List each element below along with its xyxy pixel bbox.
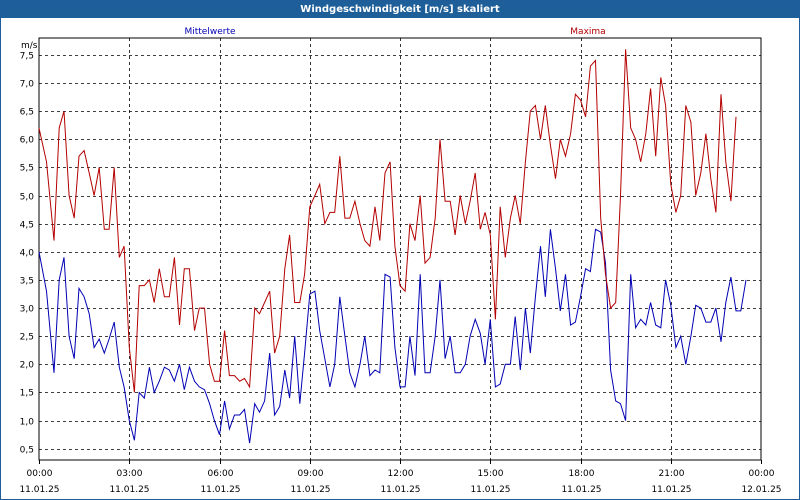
y-tick-label: 3,0: [20, 305, 35, 315]
x-tick-time: 18:00: [569, 469, 595, 479]
x-tick-date: 11.01.25: [380, 485, 420, 495]
x-tick-time: 21:00: [659, 469, 685, 479]
series-line-maxima: [38, 49, 737, 393]
y-tick-label: 4,0: [20, 249, 35, 259]
grid-lines: [39, 38, 761, 460]
x-tick-date: 11.01.25: [651, 485, 691, 495]
x-tick-time: 09:00: [298, 469, 324, 479]
y-tick-label: 2,5: [20, 333, 34, 343]
y-axis: 0,5 1,0 1,5 2,0 2,5 3,0 3,5 4,0 4,5 5,0 5,5 6,0 6,5 7…: [20, 52, 35, 456]
y-tick-label: 6,0: [20, 136, 35, 146]
x-tick-date: 12.01.25: [741, 485, 781, 495]
x-tick-time: 00:00: [749, 469, 775, 479]
y-tick-label: 5,0: [20, 193, 35, 203]
x-tick-date: 11.01.25: [290, 485, 330, 495]
y-tick-label: 6,5: [20, 108, 34, 118]
y-tick-label: 7,0: [20, 80, 35, 90]
y-tick-label: 3,5: [20, 277, 34, 287]
x-tick-time: 00:00: [27, 469, 53, 479]
legend-mittelwerte: Mittelwerte: [184, 27, 235, 37]
y-tick-label: 0,5: [20, 446, 34, 456]
x-axis: 00:00 11.01.25 03:00 11.01.25 06:00 11.01.25 0…: [19, 460, 782, 495]
y-tick-label: 5,5: [20, 164, 34, 174]
y-tick-label: 4,5: [20, 221, 34, 231]
x-tick-date: 11.01.25: [19, 485, 59, 495]
series-line-mittelwerte: [38, 228, 747, 444]
plot-area: [38, 37, 762, 461]
x-tick-date: 11.01.25: [200, 485, 240, 495]
x-tick-time: 12:00: [388, 469, 414, 479]
series-layer: [38, 49, 747, 444]
x-tick-time: 03:00: [117, 469, 143, 479]
chart-title: Windgeschwindigkeit [m/s] skaliert: [1, 1, 799, 18]
y-tick-label: 7,5: [20, 52, 34, 62]
y-tick-label: 2,0: [20, 361, 35, 371]
y-tick-label: 1,5: [20, 389, 34, 399]
legend-maxima: Maxima: [570, 27, 605, 37]
y-axis-label: m/s: [21, 41, 38, 51]
x-tick-date: 11.01.25: [109, 485, 149, 495]
x-tick-time: 15:00: [478, 469, 504, 479]
x-tick-date: 11.01.25: [561, 485, 601, 495]
y-tick-label: 1,0: [20, 418, 35, 428]
x-tick-time: 06:00: [208, 469, 234, 479]
x-tick-date: 11.01.25: [470, 485, 510, 495]
